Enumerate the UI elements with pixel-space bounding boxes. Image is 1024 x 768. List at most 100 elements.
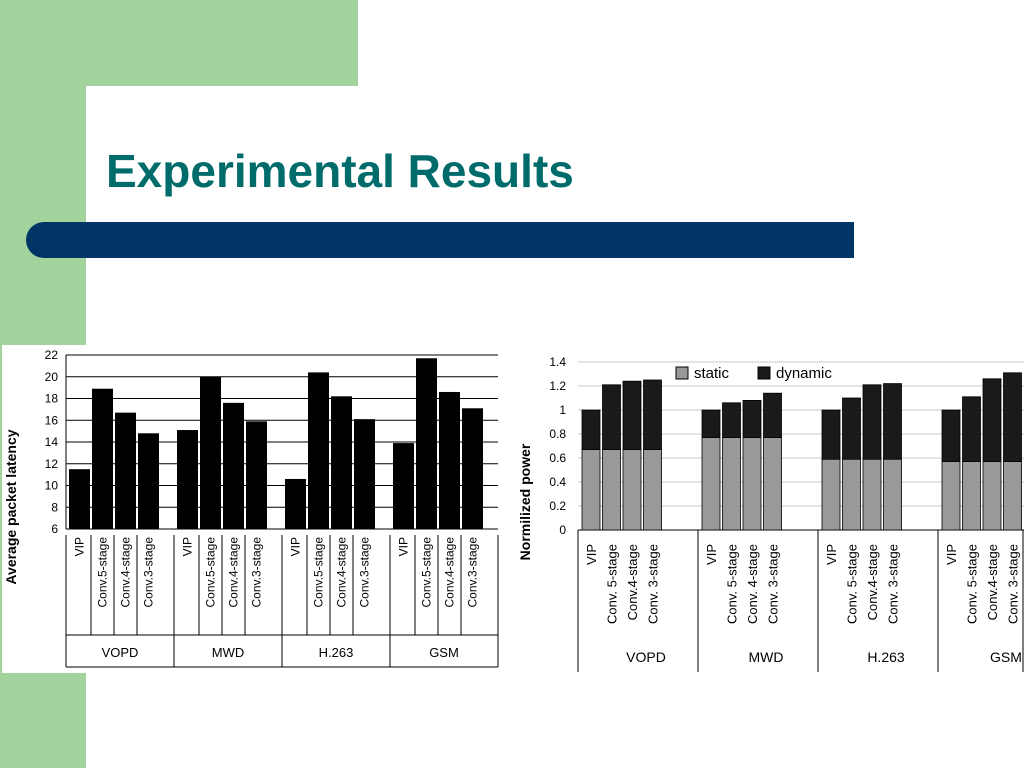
power-bar-static [581,449,601,531]
category-label: Conv. 3-stage [886,544,901,624]
category-label: Conv.3-stage [250,537,264,608]
latency-bar [308,372,329,529]
group-label: H.263 [867,649,905,665]
legend-swatch-static [675,366,689,380]
y-tick-label: 1.4 [549,355,566,369]
y-tick-label: 16 [45,413,59,427]
power-bar-dynamic [602,384,621,451]
category-label: Conv. 5-stage [965,544,980,624]
power-bar-dynamic [1003,372,1022,463]
category-label: Conv.3-stage [358,537,372,608]
legend-label-static: static [694,365,730,382]
power-bar-static [643,449,662,531]
latency-bar [331,396,352,529]
power-bar-static [962,461,981,531]
y-tick-label: 8 [51,500,58,514]
group-label: VOPD [626,649,666,665]
category-label: Conv. 5-stage [605,544,620,624]
y-tick-label: 0.8 [549,427,566,441]
power-bar-static [1003,461,1022,531]
category-label: VIP [824,544,839,565]
power-bar-static [622,449,642,531]
latency-bar [416,358,437,529]
category-label: Conv.4-stage [227,537,241,608]
latency-bar [223,402,244,529]
power-chart-svg: 0 0.2 0.4 0.6 0.8 1 1.2 1.4 Normilized power stat… [517,355,1024,672]
category-label: Conv.4-stage [119,537,133,608]
power-bar-static [742,437,762,531]
latency-bar [69,469,90,529]
category-label: Conv. 4-stage [745,544,760,624]
y-axis-label: Average packet latency [3,429,19,584]
category-label: Conv.4-stage [335,537,349,608]
latency-bar [138,433,159,529]
latency-chart: 6 8 10 12 14 16 18 20 22 Average packet latency VI… [2,345,506,673]
category-label: Conv.3-stage [142,537,156,608]
power-bar-dynamic [622,380,642,451]
power-bar-static [862,458,882,531]
latency-bar [115,412,136,529]
power-bar-dynamic [763,392,782,439]
category-label: Conv.5-stage [420,537,434,608]
group-label: GSM [429,645,459,660]
power-bar-static [763,437,782,531]
y-tick-label: 0 [559,523,566,537]
y-tick-label: 0.2 [549,499,566,513]
group-label: MWD [749,649,784,665]
category-label: Conv.4-stage [443,537,457,608]
legend-swatch-dynamic [757,366,771,380]
category-label: Conv.3-stage [466,537,480,608]
category-label: Conv. 3-stage [646,544,661,624]
power-bar-dynamic [742,400,762,439]
latency-bar [285,478,306,529]
power-bar-static [722,437,741,531]
latency-bar [393,443,414,529]
power-bar-dynamic [941,409,961,462]
y-tick-label: 22 [45,348,59,362]
legend-label-dynamic: dynamic [776,365,832,382]
latency-bar [462,408,483,529]
power-bar-dynamic [883,383,902,460]
y-tick-label: 12 [45,457,59,471]
power-bar-static [821,458,841,531]
y-axis-label: Normilized power [517,443,533,560]
power-bar-dynamic [862,384,882,460]
category-label: Conv.5-stage [96,537,110,608]
latency-bar [177,430,198,529]
latency-bar [246,421,267,529]
category-label: VIP [73,537,87,556]
y-tick-label: 6 [51,522,58,536]
y-tick-label: 20 [45,370,59,384]
y-tick-label: 18 [45,392,59,406]
group-label: GSM [990,649,1022,665]
power-bar-dynamic [643,379,662,450]
category-label: Conv.4-stage [985,544,1000,620]
category-label: Conv. 5-stage [845,544,860,624]
power-bar-static [602,449,621,531]
category-label: VIP [584,544,599,565]
power-bar-dynamic [842,397,861,460]
category-label: Conv.4-stage [865,544,880,620]
group-label: VOPD [102,645,139,660]
power-bar-dynamic [701,409,721,439]
latency-chart-svg: 6 8 10 12 14 16 18 20 22 Average packet latency VI… [3,348,499,668]
latency-bar [200,376,221,529]
power-bar-static [941,461,961,531]
title-bar [26,222,854,258]
category-label: VIP [397,537,411,556]
category-label: VIP [181,537,195,556]
category-label: VIP [704,544,719,565]
y-tick-label: 0.4 [549,475,566,489]
power-bar-dynamic [982,378,1002,463]
power-bar-static [842,458,861,531]
latency-bar [439,391,460,529]
group-label: MWD [212,645,245,660]
power-bar-static [701,437,721,531]
latency-bar [92,388,113,529]
category-label: VIP [944,544,959,565]
power-bar-static [883,458,902,531]
power-bar-static [982,461,1002,531]
y-tick-label: 10 [45,479,59,493]
category-label: VIP [289,537,303,556]
y-tick-label: 1 [559,403,566,417]
